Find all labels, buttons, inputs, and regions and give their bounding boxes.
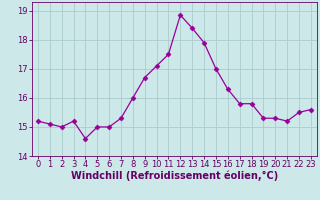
X-axis label: Windchill (Refroidissement éolien,°C): Windchill (Refroidissement éolien,°C) [71,171,278,181]
